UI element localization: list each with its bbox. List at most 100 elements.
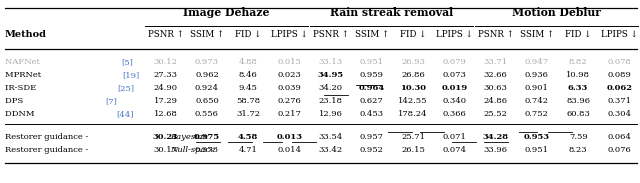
Text: SSIM ↑: SSIM ↑ [520, 30, 554, 39]
Text: 83.96: 83.96 [566, 97, 590, 105]
Text: 0.078: 0.078 [607, 58, 631, 66]
Text: 25.71: 25.71 [401, 133, 425, 141]
Text: 0.742: 0.742 [525, 97, 549, 105]
Text: FID ↓: FID ↓ [235, 30, 261, 39]
Text: Restorer guidance -: Restorer guidance - [5, 133, 91, 141]
Text: 33.54: 33.54 [319, 133, 343, 141]
Text: 27.33: 27.33 [154, 71, 178, 79]
Text: Restorer guidance -: Restorer guidance - [5, 146, 91, 154]
Text: 58.78: 58.78 [236, 97, 260, 105]
Text: 6.33: 6.33 [568, 84, 588, 92]
Text: 17.29: 17.29 [154, 97, 178, 105]
Text: PSNR ↑: PSNR ↑ [477, 30, 514, 39]
Text: DPS: DPS [5, 97, 26, 105]
Text: 31.72: 31.72 [236, 110, 260, 118]
Text: 30.12: 30.12 [154, 58, 177, 66]
Text: 0.371: 0.371 [607, 97, 632, 105]
Text: 33.71: 33.71 [484, 58, 508, 66]
Text: 60.83: 60.83 [566, 110, 590, 118]
Text: 26.93: 26.93 [401, 58, 425, 66]
Text: DDNM: DDNM [5, 110, 37, 118]
Text: 34.28: 34.28 [483, 133, 509, 141]
Text: 0.957: 0.957 [360, 133, 384, 141]
Text: 0.453: 0.453 [360, 110, 384, 118]
Text: 0.951: 0.951 [360, 58, 384, 66]
Text: [19]: [19] [123, 71, 140, 79]
Text: 0.089: 0.089 [607, 71, 631, 79]
Text: 33.96: 33.96 [484, 146, 508, 154]
Text: 0.014: 0.014 [277, 146, 301, 154]
Text: 24.86: 24.86 [484, 97, 508, 105]
Text: Image Dehaze: Image Dehaze [183, 7, 269, 18]
Text: 0.062: 0.062 [606, 84, 632, 92]
Text: PSNR ↑: PSNR ↑ [312, 30, 349, 39]
Text: 0.074: 0.074 [442, 146, 467, 154]
Text: 0.039: 0.039 [277, 84, 301, 92]
Text: NAFNet: NAFNet [5, 58, 42, 66]
Text: 34.20: 34.20 [319, 84, 342, 92]
Text: [7]: [7] [105, 97, 116, 105]
Text: 0.964: 0.964 [359, 84, 385, 92]
Text: 0.064: 0.064 [607, 133, 631, 141]
Text: 8.46: 8.46 [239, 71, 257, 79]
Text: 33.13: 33.13 [319, 58, 342, 66]
Text: 0.959: 0.959 [360, 71, 384, 79]
Text: 9.45: 9.45 [239, 84, 257, 92]
Text: PSNR ↑: PSNR ↑ [148, 30, 184, 39]
Text: 0.076: 0.076 [607, 146, 631, 154]
Text: 0.079: 0.079 [442, 58, 467, 66]
Text: [25]: [25] [118, 84, 135, 92]
Text: LPIPS ↓: LPIPS ↓ [271, 30, 308, 39]
Text: 4.88: 4.88 [239, 58, 257, 66]
Text: 0.071: 0.071 [442, 133, 467, 141]
Text: 0.973: 0.973 [195, 58, 219, 66]
Text: 0.073: 0.073 [442, 71, 467, 79]
Text: 0.013: 0.013 [276, 133, 302, 141]
Text: [44]: [44] [116, 110, 134, 118]
Text: FID ↓: FID ↓ [565, 30, 591, 39]
Text: 0.752: 0.752 [525, 110, 549, 118]
Text: 0.901: 0.901 [525, 84, 549, 92]
Text: 26.15: 26.15 [401, 146, 425, 154]
Text: 33.42: 33.42 [319, 146, 342, 154]
Text: 30.17: 30.17 [154, 146, 178, 154]
Text: 0.650: 0.650 [195, 97, 219, 105]
Text: Rain streak removal: Rain streak removal [330, 7, 453, 18]
Text: LPIPS ↓: LPIPS ↓ [436, 30, 473, 39]
Text: 24.90: 24.90 [154, 84, 178, 92]
Text: 0.023: 0.023 [278, 71, 301, 79]
Text: 26.86: 26.86 [401, 71, 425, 79]
Text: 0.973: 0.973 [195, 146, 219, 154]
Text: 30.63: 30.63 [484, 84, 508, 92]
Text: 0.962: 0.962 [195, 71, 219, 79]
Text: Bayesian: Bayesian [170, 133, 208, 141]
Text: 25.52: 25.52 [484, 110, 508, 118]
Text: SSIM ↑: SSIM ↑ [355, 30, 389, 39]
Text: MPRNet: MPRNet [5, 71, 44, 79]
Text: 8.82: 8.82 [569, 58, 588, 66]
Text: 0.953: 0.953 [524, 133, 550, 141]
Text: Null-space: Null-space [170, 146, 215, 154]
Text: 12.68: 12.68 [154, 110, 177, 118]
Text: 0.947: 0.947 [525, 58, 549, 66]
Text: 23.18: 23.18 [319, 97, 342, 105]
Text: 0.217: 0.217 [277, 110, 301, 118]
Text: 0.924: 0.924 [195, 84, 219, 92]
Text: 0.276: 0.276 [278, 97, 301, 105]
Text: 8.23: 8.23 [569, 146, 588, 154]
Text: 34.95: 34.95 [317, 71, 344, 79]
Text: FID ↓: FID ↓ [400, 30, 426, 39]
Text: 32.66: 32.66 [484, 71, 508, 79]
Text: 0.340: 0.340 [442, 97, 467, 105]
Text: 12.96: 12.96 [319, 110, 342, 118]
Text: 10.98: 10.98 [566, 71, 590, 79]
Text: 0.366: 0.366 [442, 110, 467, 118]
Text: 0.951: 0.951 [525, 146, 549, 154]
Text: 0.556: 0.556 [195, 110, 219, 118]
Text: IR-SDE: IR-SDE [5, 84, 39, 92]
Text: 30.21: 30.21 [152, 133, 179, 141]
Text: Method: Method [5, 30, 47, 39]
Text: 0.627: 0.627 [360, 97, 384, 105]
Text: [5]: [5] [122, 58, 133, 66]
Text: 7.59: 7.59 [569, 133, 588, 141]
